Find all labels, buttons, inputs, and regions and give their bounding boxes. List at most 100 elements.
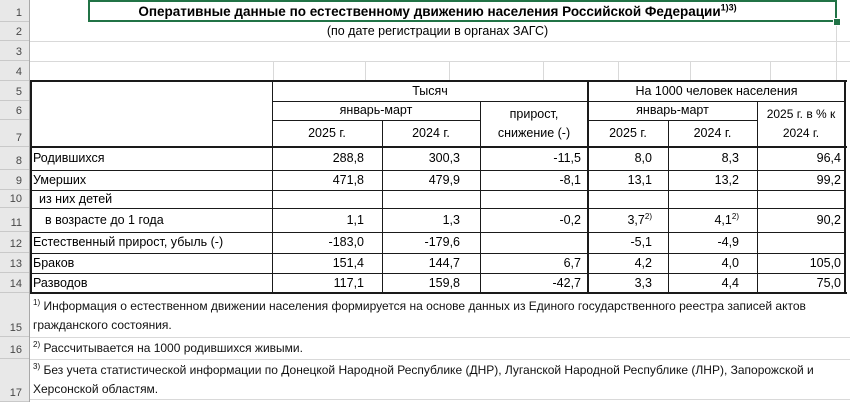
- table-border: [480, 101, 481, 293]
- cell-deaths-pct[interactable]: 99,2: [816, 173, 841, 187]
- cell-infant-rate-2024[interactable]: 4,12): [668, 208, 757, 232]
- cell-deaths-thousands-2024[interactable]: 479,9: [428, 173, 460, 187]
- header-thousands-2024[interactable]: 2024 г.: [412, 126, 450, 140]
- cell-marriages-rate-2024[interactable]: 4,0: [721, 256, 739, 270]
- gridline: [836, 22, 837, 81]
- header-period-per-1000[interactable]: январь-март: [636, 103, 709, 117]
- cell-divorces-rate-2024[interactable]: 4,4: [721, 276, 739, 290]
- cell-divorces-thousands-2025[interactable]: 117,1: [333, 276, 364, 290]
- row-header-ruler: [0, 0, 30, 402]
- cell-births-rate-2025[interactable]: 8,0: [634, 151, 652, 165]
- gridline: [30, 399, 850, 400]
- subtitle-cell[interactable]: (по дате регистрации в органах ЗАГС): [326, 24, 549, 38]
- row-header-10[interactable]: 10: [0, 190, 29, 208]
- cell-label-natural-increase[interactable]: Естественный прирост, убыль (-): [33, 235, 224, 249]
- table-border: [757, 101, 758, 293]
- table-border: [30, 253, 845, 254]
- cell-infant-growth[interactable]: -0,2: [559, 213, 581, 227]
- gridline: [30, 359, 850, 360]
- row-header-13[interactable]: 13: [0, 253, 29, 273]
- row-header-4[interactable]: 4: [0, 61, 29, 81]
- footnote-1-mark: 1): [33, 298, 41, 307]
- row-header-17[interactable]: 17: [0, 359, 29, 402]
- header-thousands-2025[interactable]: 2025 г.: [308, 126, 346, 140]
- cell-marriages-thousands-2024[interactable]: 144,7: [428, 256, 460, 270]
- gridline: [770, 61, 771, 81]
- cell-deaths-growth[interactable]: -8,1: [559, 173, 581, 187]
- cell-label-divorces[interactable]: Разводов: [33, 276, 88, 290]
- cell-natural-rate-2024[interactable]: -4,9: [717, 235, 739, 249]
- cell-natural-thousands-2025[interactable]: -183,0: [328, 235, 364, 249]
- cell-divorces-growth[interactable]: -42,7: [552, 276, 582, 290]
- footnote-mark: 2): [731, 211, 739, 221]
- cell-births-rate-2024[interactable]: 8,3: [721, 151, 739, 165]
- row-header-9[interactable]: 9: [0, 170, 29, 190]
- cell-label-of-them-children[interactable]: из них детей: [39, 192, 113, 206]
- cell-label-births[interactable]: Родившихся: [33, 151, 105, 165]
- footnote-1[interactable]: 1) Информация о естественном движении на…: [33, 297, 831, 335]
- row-header-14[interactable]: 14: [0, 273, 29, 293]
- cell-marriages-rate-2025[interactable]: 4,2: [634, 256, 652, 270]
- cell-divorces-thousands-2024[interactable]: 159,8: [428, 276, 460, 290]
- cell-births-thousands-2025[interactable]: 288,8: [332, 151, 364, 165]
- cell-divorces-rate-2025[interactable]: 3,3: [634, 276, 652, 290]
- cell-births-thousands-2024[interactable]: 300,3: [428, 151, 460, 165]
- footnote-3-text: Без учета статистической информации по Д…: [33, 363, 814, 396]
- row-header-6[interactable]: 6: [0, 101, 29, 120]
- footnote-2-text: Рассчитывается на 1000 родившихся живыми…: [40, 341, 303, 355]
- header-rate-2024[interactable]: 2024 г.: [693, 126, 732, 140]
- footnote-1-text: Информация о естественном движении насел…: [33, 299, 806, 332]
- title-cell[interactable]: Оперативные данные по естественному движ…: [30, 2, 845, 21]
- table-border: [272, 81, 273, 293]
- gridline: [30, 61, 850, 62]
- cell-deaths-rate-2025[interactable]: 13,1: [627, 173, 652, 187]
- row-header-12[interactable]: 12: [0, 232, 29, 253]
- footnote-3[interactable]: 3) Без учета статистической информации п…: [33, 361, 831, 399]
- header-growth-decline[interactable]: прирост, снижение (-): [480, 101, 588, 147]
- cell-marriages-pct[interactable]: 105,0: [809, 256, 841, 270]
- ruler-edge-line: [29, 0, 30, 402]
- cell-natural-thousands-2024[interactable]: -179,6: [424, 235, 460, 249]
- value: 3,7: [627, 213, 645, 227]
- cell-infant-thousands-2025[interactable]: 1,1: [346, 213, 364, 227]
- table-border: [668, 120, 669, 293]
- gridline: [273, 61, 274, 81]
- header-pct-line2: 2024 г.: [782, 126, 820, 140]
- row-header-5[interactable]: 5: [0, 81, 29, 101]
- row-header-15[interactable]: 15: [0, 293, 29, 337]
- cell-deaths-thousands-2025[interactable]: 471,8: [332, 173, 364, 187]
- selection-fill-handle[interactable]: [833, 18, 841, 26]
- cell-deaths-rate-2024[interactable]: 13,2: [714, 173, 739, 187]
- header-per-1000[interactable]: На 1000 человек населения: [635, 84, 798, 98]
- row-header-7[interactable]: 7: [0, 120, 29, 147]
- gridline: [30, 337, 850, 338]
- header-rate-2025[interactable]: 2025 г.: [609, 126, 647, 140]
- row-header-8[interactable]: 8: [0, 147, 29, 170]
- table-border: [272, 101, 845, 102]
- cell-marriages-thousands-2025[interactable]: 151,4: [332, 256, 364, 270]
- header-period-thousands[interactable]: январь-март: [339, 103, 413, 117]
- row-header-1[interactable]: 1: [0, 0, 29, 22]
- cell-divorces-pct[interactable]: 75,0: [816, 276, 841, 290]
- gridline: [690, 61, 691, 81]
- cell-births-growth[interactable]: -11,5: [553, 151, 581, 165]
- header-pct-2025-to-2024[interactable]: 2025 г. в % к 2024 г.: [757, 101, 845, 147]
- cell-births-pct[interactable]: 96,4: [816, 151, 841, 165]
- cell-label-marriages[interactable]: Браков: [33, 256, 75, 270]
- row-header-3[interactable]: 3: [0, 41, 29, 61]
- header-pct-line1: 2025 г. в % к: [766, 107, 836, 121]
- cell-infant-thousands-2024[interactable]: 1,3: [442, 213, 460, 227]
- cell-marriages-growth[interactable]: 6,7: [563, 256, 581, 270]
- cell-infant-pct[interactable]: 90,2: [816, 213, 841, 227]
- row-header-2[interactable]: 2: [0, 22, 29, 41]
- cell-infant-rate-2025[interactable]: 3,72): [588, 208, 668, 232]
- row-header-11[interactable]: 11: [0, 208, 29, 232]
- cell-label-deaths[interactable]: Умерших: [33, 173, 87, 187]
- cell-natural-rate-2025[interactable]: -5,1: [630, 235, 652, 249]
- cell-label-under-1-year[interactable]: в возрасте до 1 года: [45, 213, 164, 227]
- row-header-16[interactable]: 16: [0, 337, 29, 359]
- footnote-2[interactable]: 2) Рассчитывается на 1000 родившихся жив…: [33, 338, 831, 359]
- footnote-2-mark: 2): [33, 340, 41, 349]
- value: 4,1: [714, 213, 732, 227]
- header-thousands[interactable]: Тысяч: [412, 84, 448, 98]
